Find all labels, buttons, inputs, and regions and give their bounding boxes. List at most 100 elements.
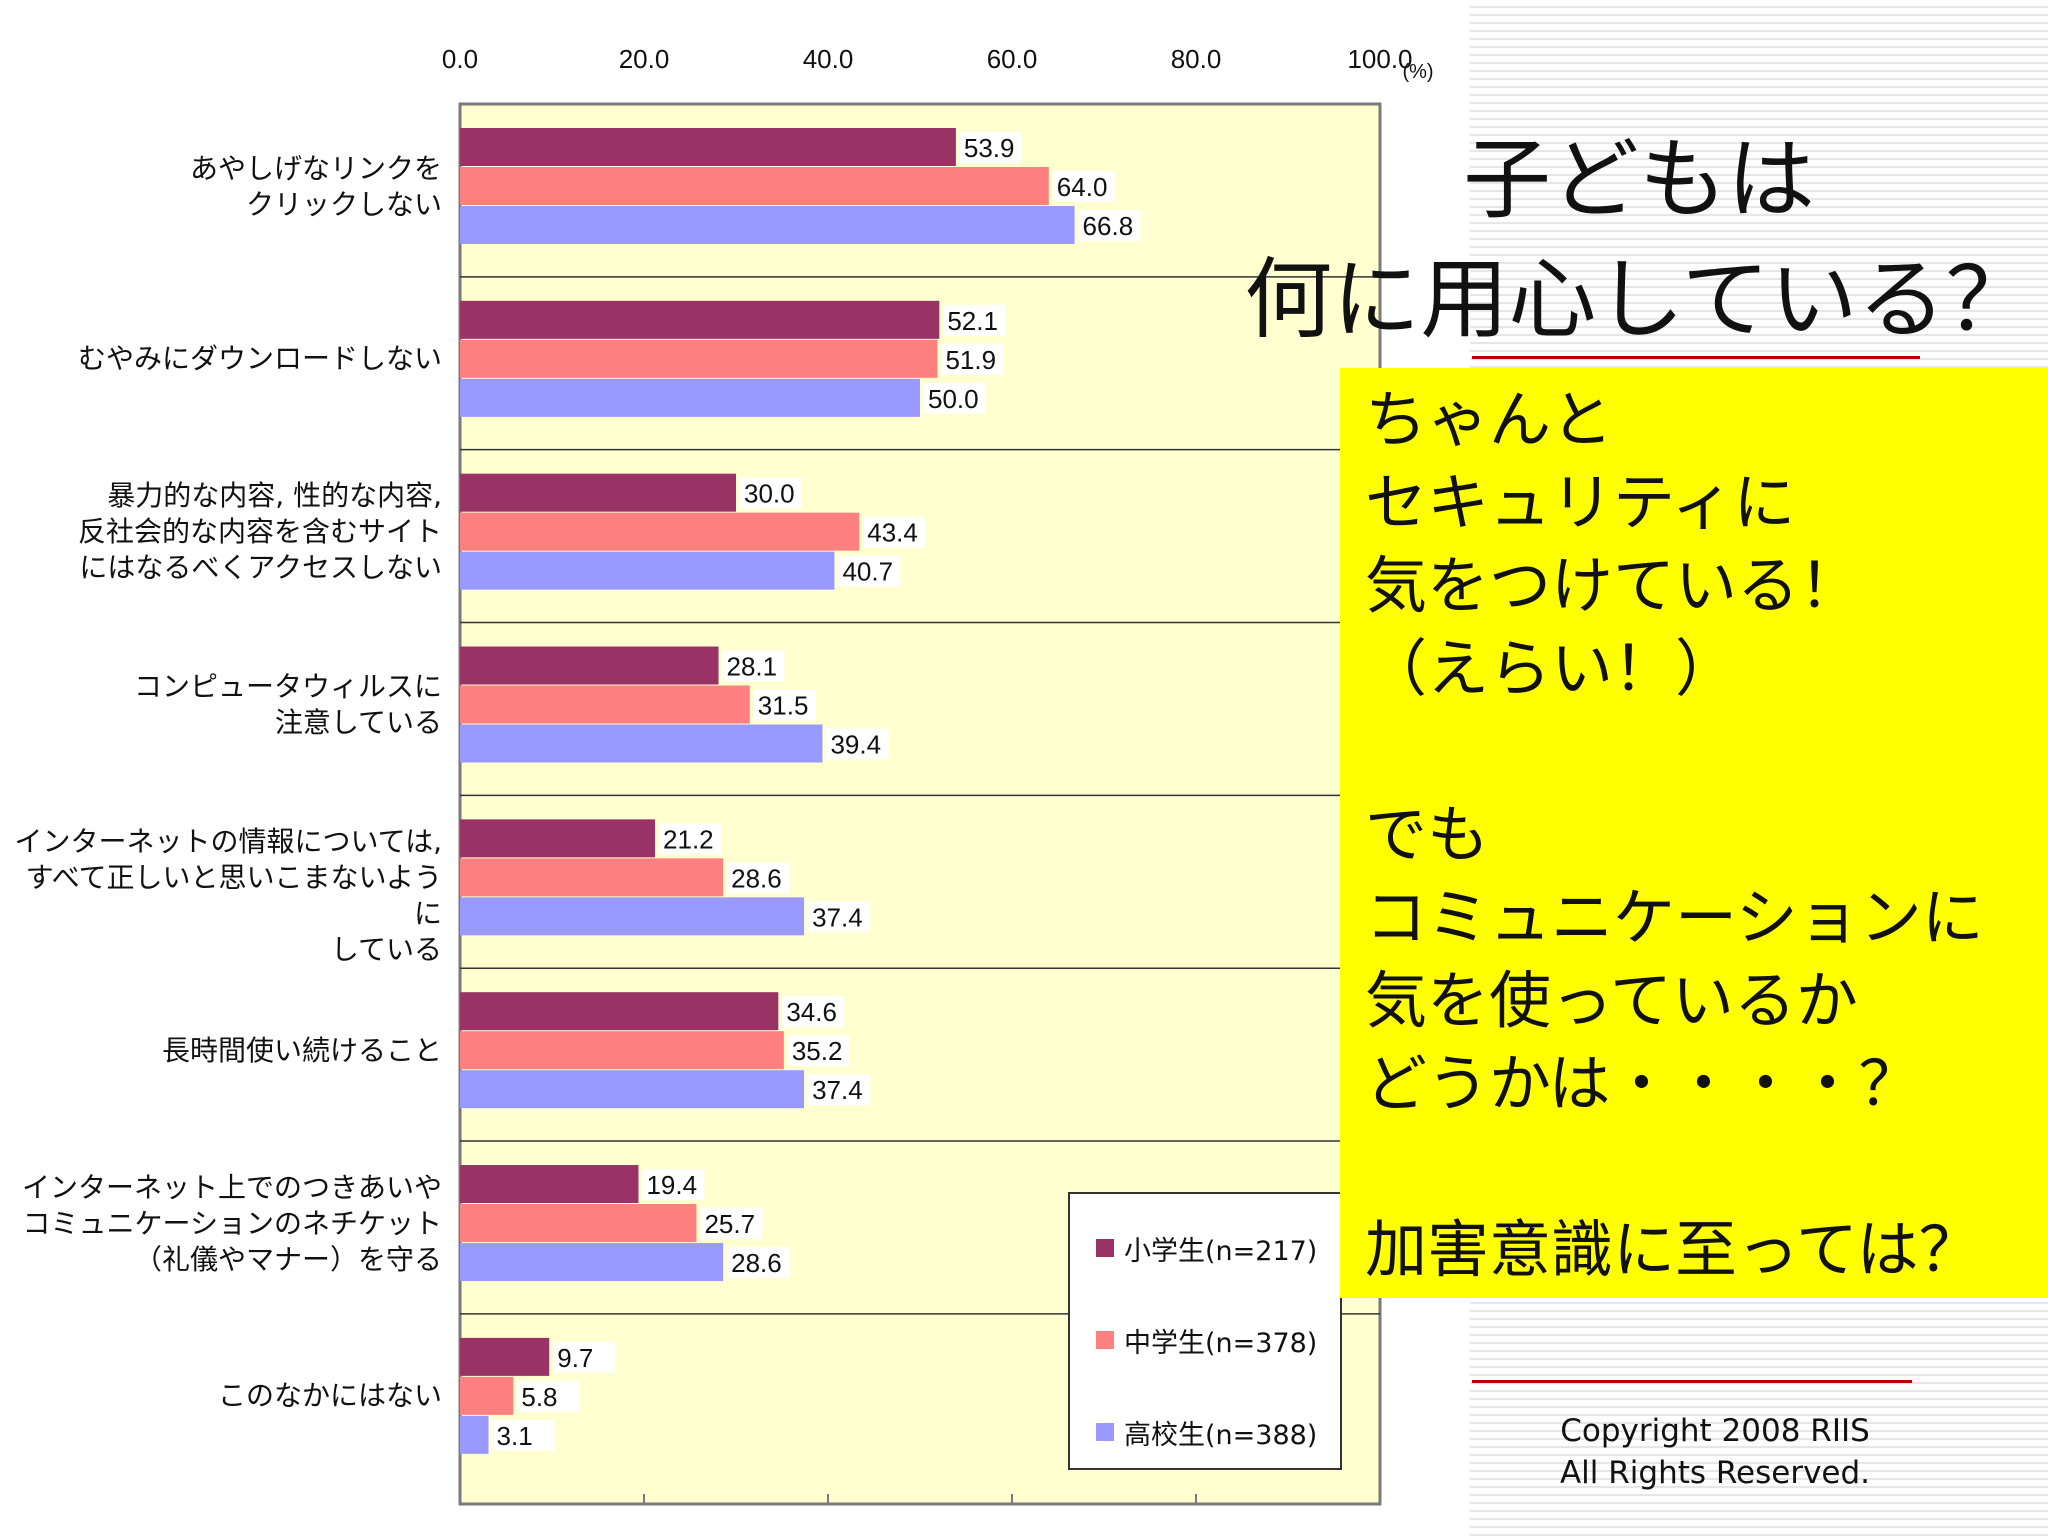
legend-label: 小学生(n=217) — [1124, 1235, 1318, 1267]
callout-box — [1340, 368, 2048, 1298]
bar — [460, 858, 724, 897]
bar — [460, 1204, 697, 1243]
data-label: 28.1 — [727, 652, 778, 682]
callout-line — [1365, 710, 2048, 793]
legend-swatch — [1096, 1239, 1114, 1257]
data-label-bg — [753, 689, 816, 721]
data-label: 28.6 — [731, 1248, 782, 1278]
data-label: 43.4 — [867, 518, 918, 548]
data-label-bg — [838, 555, 901, 587]
bar — [460, 685, 750, 724]
bar — [460, 167, 1049, 205]
data-label-bg — [517, 1380, 580, 1412]
data-label-bg — [959, 132, 1022, 163]
data-label-bg — [1052, 171, 1115, 202]
x-tick-label: 100.0 — [1347, 44, 1412, 74]
data-label-bg — [787, 1035, 850, 1067]
data-label: 53.9 — [964, 133, 1015, 163]
data-label-bg — [553, 1341, 616, 1373]
data-label: 25.7 — [704, 1209, 755, 1239]
data-label-bg — [826, 728, 889, 760]
data-label-bg — [863, 516, 926, 548]
callout-text: ちゃんと セキュリティに 気をつけている！ （えらい！） でも コミュニケーションに 気を使… — [1365, 378, 2048, 1291]
bar — [460, 206, 1075, 244]
callout-line: コミュニケーションに — [1365, 881, 1984, 954]
x-tick-label: 60.0 — [987, 44, 1038, 74]
data-label-bg — [700, 1208, 763, 1240]
data-label: 3.1 — [497, 1421, 533, 1451]
legend-label: 高校生(n=388) — [1124, 1419, 1318, 1451]
bar — [460, 300, 940, 339]
category-label: このなかにはない — [217, 1379, 442, 1413]
bar — [460, 512, 860, 551]
legend-label: 中学生(n=378) — [1124, 1327, 1318, 1359]
x-tick-label: 80.0 — [1171, 44, 1222, 74]
data-label-bg — [492, 1419, 555, 1451]
data-label-bg — [1078, 210, 1141, 241]
callout-line: でも — [1365, 798, 1490, 871]
data-label-bg — [941, 343, 1004, 375]
category-label: インターネット上でのつきあいや コミュニケーションのネチケット （礼儀やマナー）… — [21, 1170, 442, 1276]
legend-item: 小学生(n=217) — [1096, 1228, 1317, 1268]
legend-swatch — [1096, 1423, 1114, 1441]
bar — [460, 473, 736, 512]
data-label-bg — [782, 996, 845, 1028]
data-label: 35.2 — [792, 1036, 843, 1066]
data-label: 28.6 — [731, 863, 782, 893]
data-label: 50.0 — [928, 384, 979, 414]
data-label: 51.9 — [945, 345, 996, 375]
data-label-bg — [659, 823, 722, 855]
bar — [460, 1337, 550, 1376]
data-label-bg — [808, 901, 871, 933]
bar — [460, 724, 823, 763]
callout-line — [1365, 1125, 2048, 1208]
footer-rule — [1472, 1380, 1912, 1383]
callout-line: 気を使っているか — [1365, 964, 1858, 1037]
data-label-bg — [642, 1169, 705, 1201]
bar — [460, 1031, 784, 1070]
bar — [460, 1415, 489, 1454]
category-label: インターネットの情報については, すべて正しいと思いこまないように している — [14, 824, 442, 966]
category-label: 暴力的な内容, 性的な内容, 反社会的な内容を含むサイト にはなるべくアクセスし… — [77, 479, 442, 585]
category-label: 長時間使い続けること — [161, 1033, 442, 1067]
data-label: 64.0 — [1057, 172, 1108, 202]
data-label: 37.4 — [812, 1075, 863, 1105]
x-tick-label: 40.0 — [803, 44, 854, 74]
legend-item: 高校生(n=388) — [1096, 1412, 1317, 1452]
legend-swatch — [1096, 1331, 1114, 1349]
data-label-bg — [943, 304, 1006, 336]
chart-legend: 小学生(n=217) 中学生(n=378) 高校生(n=388) — [1068, 1192, 1342, 1470]
category-label: コンピュータウィルスに 注意している — [133, 670, 442, 740]
legend-item: 中学生(n=378) — [1096, 1320, 1317, 1360]
callout-line: 加害意識に至っては？ — [1365, 1213, 1981, 1286]
callout-line: （えらい！） — [1365, 632, 1738, 705]
callout-line: どうかは・・・・？ — [1365, 1047, 1921, 1120]
bar — [460, 551, 835, 590]
data-label: 21.2 — [663, 824, 714, 854]
bar — [460, 1165, 639, 1204]
data-label: 5.8 — [521, 1382, 557, 1412]
bar — [460, 378, 920, 417]
slide-title: 子どもは 何に用心している？ — [1244, 128, 2034, 351]
data-label: 37.4 — [812, 902, 863, 932]
x-tick-label: 0.0 — [442, 44, 478, 74]
data-label: 40.7 — [842, 557, 893, 587]
data-label: 30.0 — [744, 479, 795, 509]
data-label-bg — [727, 1247, 790, 1279]
data-label: 34.6 — [786, 997, 837, 1027]
data-label: 66.8 — [1083, 211, 1134, 241]
bar — [460, 128, 956, 166]
copyright: Copyright 2008 RIIS All Rights Reserved. — [1559, 1413, 1871, 1491]
bar — [460, 819, 656, 858]
category-label: あやしげなリンクを クリックしない — [189, 151, 442, 221]
bar — [460, 992, 779, 1031]
title-underline — [1472, 356, 1920, 359]
data-label-bg — [808, 1074, 871, 1106]
data-label: 52.1 — [947, 306, 998, 336]
data-label: 19.4 — [646, 1170, 697, 1200]
bar — [460, 646, 719, 685]
data-label-bg — [722, 650, 785, 682]
x-unit-label: (%) — [1402, 61, 1433, 83]
data-label: 31.5 — [758, 691, 809, 721]
